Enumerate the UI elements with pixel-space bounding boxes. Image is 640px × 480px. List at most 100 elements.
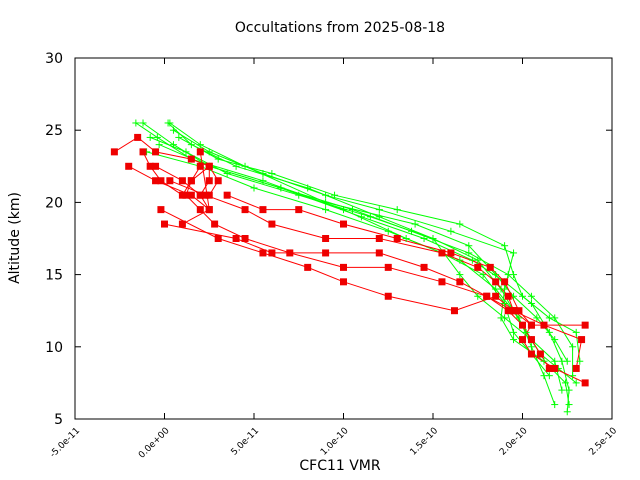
- data-point-square: [456, 278, 464, 286]
- data-point-plus: [572, 328, 580, 336]
- data-point-plus: [139, 119, 147, 127]
- data-point-square: [178, 191, 186, 199]
- data-point-square: [375, 249, 383, 257]
- data-point-plus: [456, 256, 464, 264]
- data-point-square: [205, 191, 213, 199]
- data-point-square: [322, 235, 330, 242]
- data-point-square: [492, 292, 500, 300]
- data-point-square: [110, 148, 118, 156]
- data-point-square: [536, 350, 544, 358]
- data-point-plus: [465, 242, 473, 250]
- data-point-square: [340, 263, 347, 271]
- data-point-plus: [474, 256, 482, 264]
- data-point-plus: [527, 343, 535, 351]
- data-point-plus: [348, 206, 356, 214]
- data-point-plus: [214, 155, 222, 163]
- data-point-square: [447, 249, 455, 257]
- data-point-square: [196, 162, 204, 170]
- data-point-plus: [169, 126, 177, 134]
- data-point-square: [545, 364, 553, 372]
- data-point-plus: [563, 408, 571, 416]
- data-point-plus: [540, 357, 548, 365]
- y-tick-label: 15: [45, 268, 63, 284]
- data-point-square: [581, 321, 589, 329]
- data-point-plus: [492, 271, 500, 279]
- data-point-square: [322, 249, 330, 257]
- data-point-square: [187, 191, 195, 199]
- data-point-plus: [384, 227, 392, 235]
- data-point-plus: [259, 170, 267, 178]
- x-tick-label: -5.0e-11: [48, 426, 82, 460]
- data-point-plus: [465, 249, 473, 257]
- y-tick-label: 10: [45, 340, 63, 356]
- data-point-plus: [519, 292, 526, 300]
- data-point-plus: [501, 242, 509, 250]
- data-point-square: [340, 278, 347, 286]
- data-point-plus: [510, 249, 518, 257]
- data-point-plus: [259, 177, 267, 185]
- data-point-plus: [551, 314, 559, 322]
- data-point-square: [259, 206, 267, 214]
- data-point-plus: [402, 235, 410, 242]
- y-tick-label: 25: [45, 123, 63, 139]
- y-tick-label: 30: [45, 51, 63, 67]
- data-point-plus: [474, 292, 482, 300]
- data-point-plus: [420, 235, 428, 242]
- data-point-square: [504, 307, 512, 315]
- data-point-square: [134, 133, 142, 141]
- data-point-plus: [182, 148, 190, 156]
- data-point-square: [384, 292, 392, 300]
- y-tick-label: 5: [54, 412, 63, 428]
- x-axis-label: CFC11 VMR: [299, 458, 381, 474]
- data-point-plus: [322, 206, 330, 214]
- data-point-plus: [241, 162, 249, 170]
- data-point-square: [205, 162, 213, 170]
- data-point-plus: [169, 141, 177, 149]
- data-point-plus: [569, 343, 577, 351]
- data-point-plus: [501, 285, 509, 293]
- data-point-plus: [166, 119, 174, 127]
- data-point-plus: [533, 314, 541, 322]
- data-point-square: [304, 263, 312, 271]
- data-point-square: [450, 307, 458, 315]
- y-axis: 5 10 15 20 25 30: [45, 51, 612, 428]
- data-point-square: [205, 177, 213, 185]
- x-tick-label: 1.5e-10: [409, 426, 441, 458]
- data-point-plus: [551, 336, 559, 344]
- data-point-plus: [223, 170, 231, 178]
- data-point-plus: [456, 271, 464, 279]
- data-point-square: [152, 177, 160, 185]
- data-point-square: [178, 177, 186, 185]
- data-point-square: [146, 162, 154, 170]
- data-point-square: [196, 148, 204, 156]
- data-point-square: [286, 249, 294, 257]
- data-point-square: [486, 263, 494, 271]
- chart-title: Occultations from 2025-08-18: [235, 20, 445, 36]
- data-point-square: [196, 206, 204, 214]
- data-point-plus: [501, 299, 509, 307]
- y-tick-label: 20: [45, 195, 63, 211]
- data-point-plus: [551, 401, 559, 409]
- data-point-plus: [322, 191, 330, 199]
- data-point-plus: [456, 220, 464, 228]
- x-tick-label: 5.0e-11: [230, 426, 262, 458]
- data-point-square: [420, 263, 428, 271]
- data-point-plus: [187, 141, 195, 149]
- data-point-square: [166, 177, 174, 185]
- data-point-square: [581, 379, 589, 387]
- data-point-square: [492, 278, 500, 286]
- data-point-plus: [295, 191, 303, 199]
- data-point-plus: [447, 227, 455, 235]
- data-point-square: [223, 191, 231, 199]
- data-point-plus: [551, 357, 559, 365]
- data-point-square: [540, 321, 548, 329]
- data-point-square: [295, 206, 303, 214]
- data-point-plus: [572, 379, 580, 387]
- data-point-square: [340, 220, 347, 228]
- data-point-square: [483, 292, 491, 300]
- data-point-plus: [561, 379, 569, 387]
- data-point-square: [510, 307, 518, 315]
- data-point-plus: [558, 386, 566, 394]
- data-point-square: [515, 307, 523, 315]
- data-point-plus: [132, 119, 140, 127]
